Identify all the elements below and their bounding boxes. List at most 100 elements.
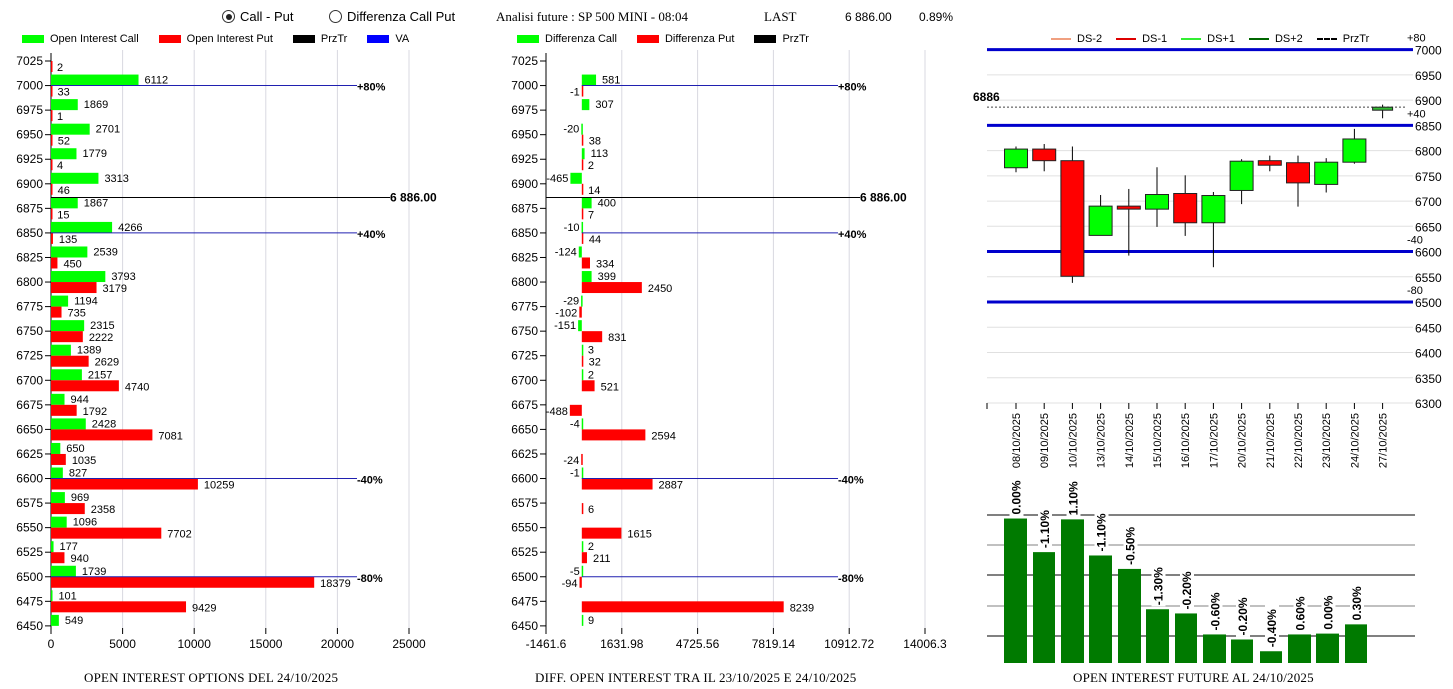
bar-call-label: 1779 — [82, 148, 106, 160]
future-bar-label: 0.60% — [1294, 596, 1308, 630]
y-tick-label: 6525 — [16, 545, 43, 559]
bar-call-label: 969 — [71, 492, 89, 504]
legend-item-prztr: PrzTr — [292, 33, 347, 45]
bar-put-label: 33 — [57, 87, 69, 99]
y-tick-label: 6650 — [16, 422, 43, 436]
future-bar-label: -0.50% — [1124, 527, 1138, 565]
y-tick-label: 6400 — [1415, 347, 1442, 361]
y-tick-label: 6975 — [511, 103, 538, 117]
bar-put — [51, 282, 97, 294]
y-tick-label: 6300 — [1415, 397, 1442, 411]
bar-put-label: 46 — [58, 185, 70, 197]
bar-call — [581, 467, 584, 479]
legend-item-ds-2: DS-2 — [1051, 33, 1102, 45]
bar-call — [51, 467, 63, 479]
bar-put — [51, 478, 198, 490]
bar-put-label: 2594 — [651, 430, 675, 442]
y-tick-label: 6750 — [511, 324, 538, 338]
y-tick-label: 6675 — [511, 398, 538, 412]
change-percent: 0.89% — [919, 10, 954, 24]
candle-up — [1314, 161, 1339, 185]
bar-call — [51, 590, 53, 602]
bar-call — [51, 442, 61, 454]
y-tick-label: 6925 — [511, 152, 538, 166]
y-tick-label: 6800 — [1415, 145, 1442, 159]
bar-put — [581, 453, 583, 465]
bar-call-label: 2428 — [92, 418, 116, 430]
bar-put-label: 14 — [588, 185, 600, 197]
bar-call-label: 2 — [588, 541, 594, 553]
bar-put-label: -102 — [555, 308, 577, 320]
y-tick-label: 6350 — [1415, 372, 1442, 386]
y-tick-label: 6550 — [16, 521, 43, 535]
bar-call-label: 113 — [591, 148, 609, 160]
bar-call — [581, 344, 584, 356]
bar-call — [51, 74, 139, 86]
bar-put — [51, 183, 53, 195]
bar-call — [51, 197, 78, 209]
y-tick-label: 6450 — [1415, 321, 1442, 335]
bar-call-label: 2701 — [96, 124, 120, 136]
bar-call — [51, 221, 113, 233]
x-tick-label: 22/10/2025 — [1293, 413, 1305, 468]
bar-put — [51, 257, 58, 269]
chart2-title: DIFF. OPEN INTEREST TRA IL 23/10/2025 E … — [535, 670, 857, 685]
bar-put-label: 334 — [596, 258, 614, 270]
candle-down — [1116, 205, 1141, 210]
bar-call-label: 827 — [69, 468, 87, 480]
bar-call — [51, 369, 82, 381]
bar-call-label: 4266 — [118, 222, 142, 234]
x-tick-label: 14/10/2025 — [1124, 413, 1136, 468]
y-tick-label: 6900 — [1415, 94, 1442, 108]
radio-call-put[interactable]: Call - Put — [222, 9, 293, 24]
x-tick-label: 0 — [48, 637, 55, 651]
va-label: -80% — [357, 573, 383, 585]
bar-call-label: 6112 — [145, 75, 169, 87]
y-tick-label: 6850 — [1415, 119, 1442, 133]
bar-put-label: 940 — [70, 553, 88, 565]
future-bar-label-bg — [1009, 471, 1024, 516]
va-label: -40% — [838, 475, 864, 487]
legend-label: Differenza Call — [545, 33, 617, 45]
y-tick-label: 6725 — [511, 349, 538, 363]
x-tick-label: 15/10/2025 — [1152, 413, 1164, 468]
bar-call — [51, 541, 54, 553]
bar-call-label: 549 — [65, 615, 83, 627]
legend-label: DS+2 — [1274, 33, 1303, 45]
legend-label: Open Interest Call — [50, 33, 139, 45]
radio-differenza-call-put[interactable]: Differenza Call Put — [329, 9, 455, 24]
bar-call-label: 307 — [595, 99, 613, 111]
future-bar — [1004, 518, 1027, 663]
chart4-title: OPEN INTEREST FUTURE AL 24/10/2025 — [1073, 670, 1314, 685]
bar-put — [581, 85, 584, 97]
legend-label: VA — [395, 33, 410, 45]
future-bar-label-bg — [1123, 521, 1138, 566]
level-label: +40 — [1407, 108, 1426, 120]
legend-item-call: Open Interest Call — [22, 33, 139, 45]
bar-put-label: 2222 — [89, 332, 113, 344]
bar-put-label: 8239 — [790, 602, 814, 614]
bar-put — [51, 576, 315, 588]
legend-item-va: VA — [367, 33, 409, 45]
bar-call — [51, 418, 86, 430]
y-tick-label: 6450 — [16, 619, 43, 633]
y-tick-label: 6575 — [16, 496, 43, 510]
bar-put — [51, 503, 85, 515]
candle-down — [1286, 162, 1310, 184]
bar-put-label: 831 — [608, 332, 626, 344]
bar-call-label: 101 — [58, 590, 76, 602]
bar-put — [581, 355, 584, 367]
x-tick-label: 15000 — [249, 637, 283, 651]
y-tick-label: 6475 — [16, 594, 43, 608]
bar-call — [51, 565, 76, 577]
bar-put — [51, 232, 53, 244]
x-tick-label: 21/10/2025 — [1265, 413, 1277, 468]
legend-label: DS-2 — [1077, 33, 1103, 45]
bar-put-label: 450 — [63, 258, 81, 270]
future-bar — [1345, 624, 1367, 663]
y-tick-label: 6600 — [511, 472, 538, 486]
x-tick-label: 5000 — [109, 637, 136, 651]
y-tick-label: 6875 — [511, 201, 538, 215]
bar-call-label: 2315 — [90, 320, 114, 332]
y-tick-label: 6775 — [511, 300, 538, 314]
